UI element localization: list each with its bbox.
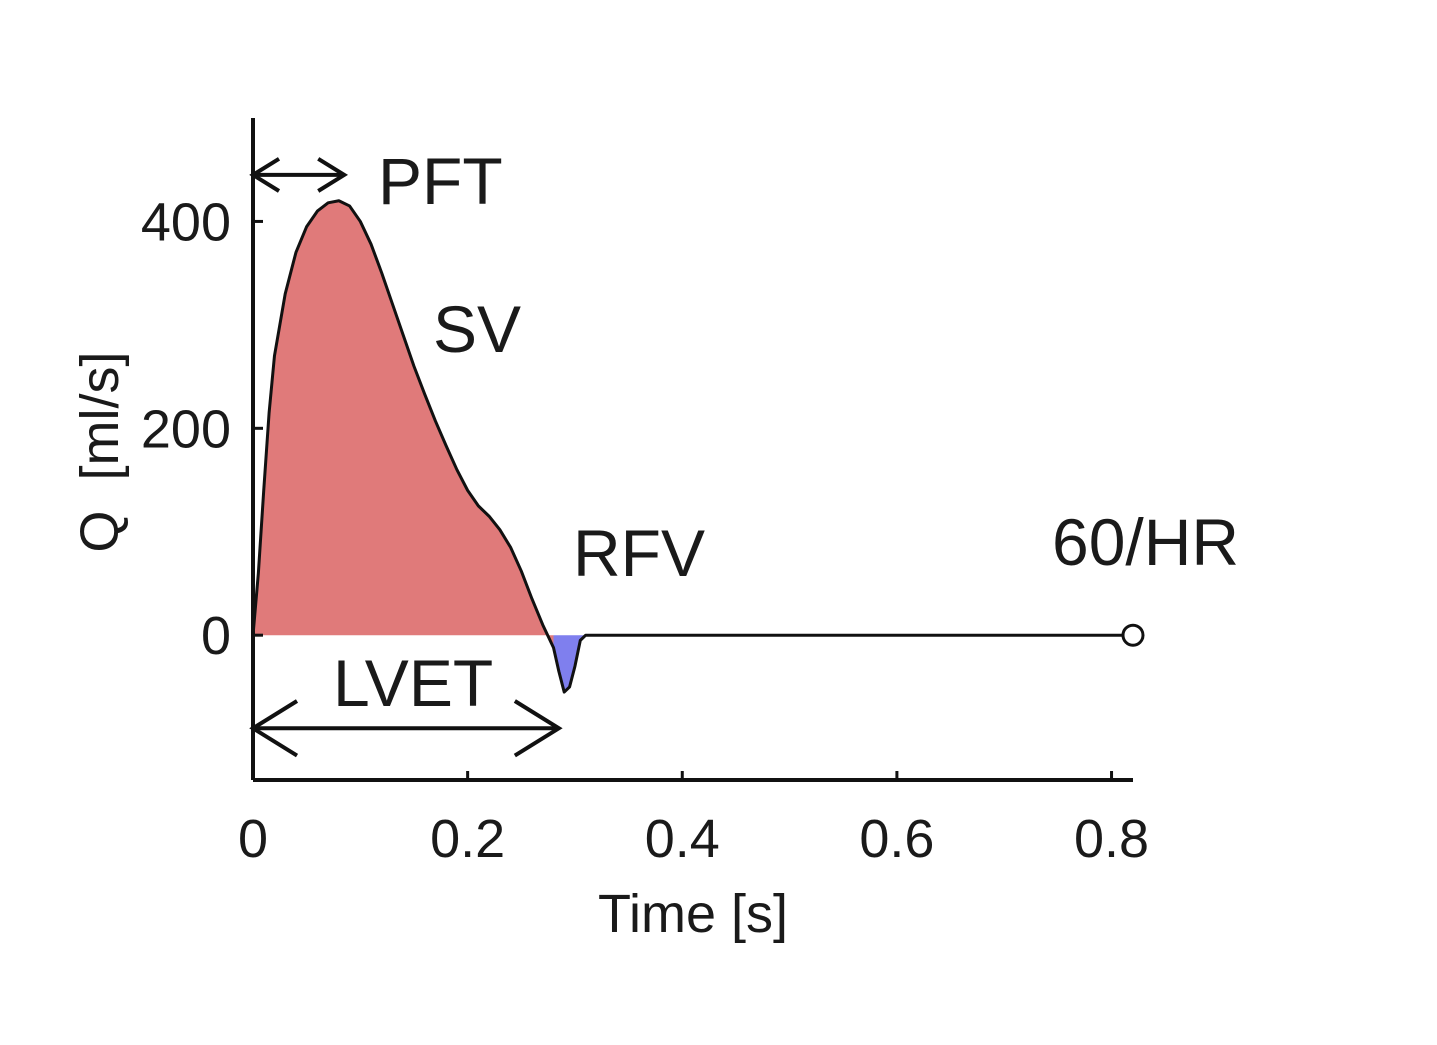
rfv-label: RFV (573, 516, 705, 590)
hr-label: 60/HR (1052, 505, 1239, 579)
y-tick-label: 200 (141, 399, 231, 459)
lvet-arrow-head-left (249, 699, 299, 758)
x-tick-label: 0.8 (1074, 809, 1149, 869)
y-tick-label: 400 (141, 192, 231, 252)
y-tick-label: 0 (201, 606, 231, 666)
x-tick-label: 0.6 (859, 809, 934, 869)
lvet-label: LVET (333, 646, 493, 720)
pft-arrow (249, 157, 349, 193)
pft-label: PFT (378, 144, 503, 218)
x-axis-label: Time [s] (598, 884, 788, 944)
x-tick-label: 0 (238, 809, 268, 869)
x-tick-label: 0.4 (645, 809, 720, 869)
lvet-arrow (249, 699, 563, 758)
y-axis-label: Q [ml/s] (70, 352, 130, 553)
region-sv (253, 200, 554, 648)
pft-arrow-head-left (249, 157, 281, 193)
lvet-arrow-head-right (513, 699, 563, 758)
flow-curve (251, 199, 1133, 694)
pft-arrow-head-right (317, 157, 349, 193)
sv-label: SV (433, 292, 521, 366)
x-tick-label: 0.2 (430, 809, 505, 869)
end-marker (1121, 623, 1145, 647)
